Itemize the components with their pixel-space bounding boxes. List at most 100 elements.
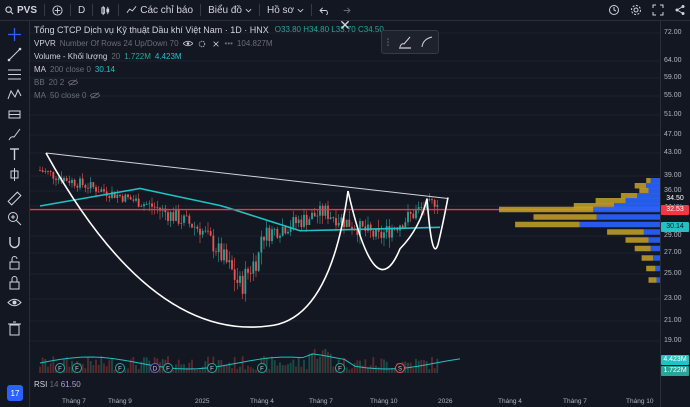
eye-off-icon[interactable] bbox=[68, 79, 79, 86]
volume-badge: 1.722M bbox=[661, 366, 689, 376]
event-marker[interactable]: S bbox=[395, 363, 405, 373]
candle-body bbox=[140, 206, 143, 207]
fullscreen-icon[interactable] bbox=[652, 4, 664, 16]
candle-body bbox=[431, 199, 433, 201]
pattern-icon[interactable] bbox=[7, 87, 22, 102]
alert-clock-icon[interactable] bbox=[608, 4, 620, 16]
drag-handle-icon[interactable] bbox=[386, 37, 390, 47]
redo-button[interactable] bbox=[335, 0, 356, 20]
text-icon[interactable] bbox=[7, 147, 22, 162]
projection-icon[interactable] bbox=[7, 107, 22, 122]
candle-body bbox=[135, 198, 137, 201]
event-marker[interactable]: F bbox=[72, 363, 82, 373]
gear-icon[interactable] bbox=[630, 4, 642, 16]
magnet-icon[interactable] bbox=[7, 235, 22, 250]
rsi-legend[interactable]: RSI 14 61.50 bbox=[34, 380, 81, 389]
event-marker[interactable]: F bbox=[335, 363, 345, 373]
candle-body bbox=[337, 222, 340, 226]
tradingview-logo-button[interactable]: 17 bbox=[7, 385, 23, 401]
more-icon[interactable]: ••• bbox=[224, 39, 233, 48]
lock-drawing-icon[interactable] bbox=[7, 255, 22, 270]
eye-icon[interactable] bbox=[182, 40, 193, 47]
symbol-search[interactable]: PVS bbox=[0, 0, 42, 20]
legend-label: BB bbox=[34, 78, 45, 87]
eye-icon[interactable] bbox=[7, 295, 22, 310]
candle-body bbox=[404, 222, 407, 229]
candle-body bbox=[143, 204, 145, 207]
trend-line-icon[interactable] bbox=[7, 47, 22, 62]
volume-bar bbox=[271, 356, 273, 373]
svg-text:17: 17 bbox=[11, 389, 20, 398]
compare-button[interactable] bbox=[47, 0, 68, 20]
close-icon[interactable]: ✕ bbox=[339, 17, 351, 33]
candle-body bbox=[244, 268, 247, 294]
eye-off-icon[interactable] bbox=[90, 92, 101, 99]
interval-button[interactable]: D bbox=[78, 4, 86, 16]
candle-type-button[interactable] bbox=[95, 0, 116, 20]
legend-volume[interactable]: Volume - Khối lượng 20 1.722M 4.423M bbox=[34, 52, 182, 61]
price-axis[interactable]: 72.00 64.00 59.00 55.00 51.00 47.00 43.00 39.00… bbox=[660, 21, 690, 407]
volume-bar bbox=[199, 369, 201, 373]
template-button[interactable]: Hồ sơ bbox=[262, 0, 309, 20]
ruler-icon[interactable] bbox=[7, 191, 22, 206]
high-value: H34.80 bbox=[303, 25, 330, 34]
zoom-icon[interactable] bbox=[7, 211, 22, 226]
candle-body bbox=[433, 200, 436, 207]
legend-ma200[interactable]: MA 200 close 0 30.14 bbox=[34, 65, 115, 74]
indicators-label: Các chỉ báo bbox=[140, 4, 194, 16]
volume-bar bbox=[431, 357, 433, 373]
volume-bar bbox=[321, 350, 324, 373]
volume-profile-bar-up bbox=[579, 221, 660, 228]
event-marker-label: F bbox=[260, 367, 264, 373]
brush-color-icon[interactable] bbox=[398, 35, 412, 49]
event-marker-label: F bbox=[118, 367, 122, 373]
candle-body bbox=[372, 230, 375, 237]
volume-bar bbox=[41, 357, 44, 373]
candle-body bbox=[388, 226, 391, 238]
crosshair-icon[interactable] bbox=[7, 27, 22, 42]
event-marker-label: F bbox=[338, 367, 342, 373]
gear-icon[interactable] bbox=[197, 40, 207, 48]
candle-body bbox=[356, 230, 359, 236]
candle-body bbox=[68, 180, 71, 184]
volume-bar bbox=[364, 359, 367, 373]
event-marker[interactable]: F bbox=[55, 363, 65, 373]
event-marker[interactable]: F bbox=[257, 363, 267, 373]
volume-bar bbox=[391, 367, 393, 373]
lock-icon[interactable] bbox=[7, 275, 22, 290]
candle-body bbox=[172, 212, 175, 221]
legend-params: 20 bbox=[111, 52, 121, 61]
close-icon[interactable] bbox=[211, 40, 221, 48]
volume-bar bbox=[108, 360, 111, 373]
fib-icon[interactable] bbox=[7, 67, 22, 82]
candle-body bbox=[345, 219, 348, 228]
time-axis[interactable]: Tháng 7 Tháng 9 2025 Tháng 4 Tháng 7 Tháng 10… bbox=[30, 398, 660, 407]
event-marker[interactable]: F bbox=[163, 363, 173, 373]
position-icon[interactable] bbox=[7, 167, 22, 182]
event-marker[interactable]: D bbox=[150, 363, 160, 373]
trash-icon[interactable] bbox=[7, 321, 22, 336]
volume-ma-line bbox=[39, 353, 461, 370]
line-style-icon[interactable] bbox=[420, 35, 434, 49]
indicators-button[interactable]: Các chỉ báo bbox=[121, 0, 198, 20]
chart-layout-button[interactable]: Biểu đồ bbox=[203, 0, 257, 20]
candle-body bbox=[340, 217, 343, 223]
candle-body bbox=[89, 182, 92, 189]
legend-bb[interactable]: BB 20 2 bbox=[34, 78, 79, 87]
legend-vpvr[interactable]: VPVR Number Of Rows 24 Up/Down 70 ••• 10… bbox=[34, 39, 273, 48]
volume-bar bbox=[369, 365, 372, 373]
event-marker[interactable]: F bbox=[115, 363, 125, 373]
legend-ma50[interactable]: MA 50 close 0 bbox=[34, 91, 101, 100]
volume-bar bbox=[111, 358, 113, 373]
candle-body bbox=[265, 227, 268, 241]
candle-body bbox=[119, 194, 121, 197]
brush-icon[interactable] bbox=[7, 127, 22, 142]
volume-bar bbox=[47, 366, 49, 373]
top-toolbar: PVS D Các chỉ báo Biểu đồ Hồ sơ bbox=[0, 0, 690, 21]
undo-button[interactable] bbox=[314, 0, 335, 20]
candle-body bbox=[193, 226, 196, 228]
share-icon[interactable] bbox=[674, 4, 686, 16]
event-marker[interactable]: F bbox=[207, 363, 217, 373]
candle-body bbox=[268, 227, 271, 242]
